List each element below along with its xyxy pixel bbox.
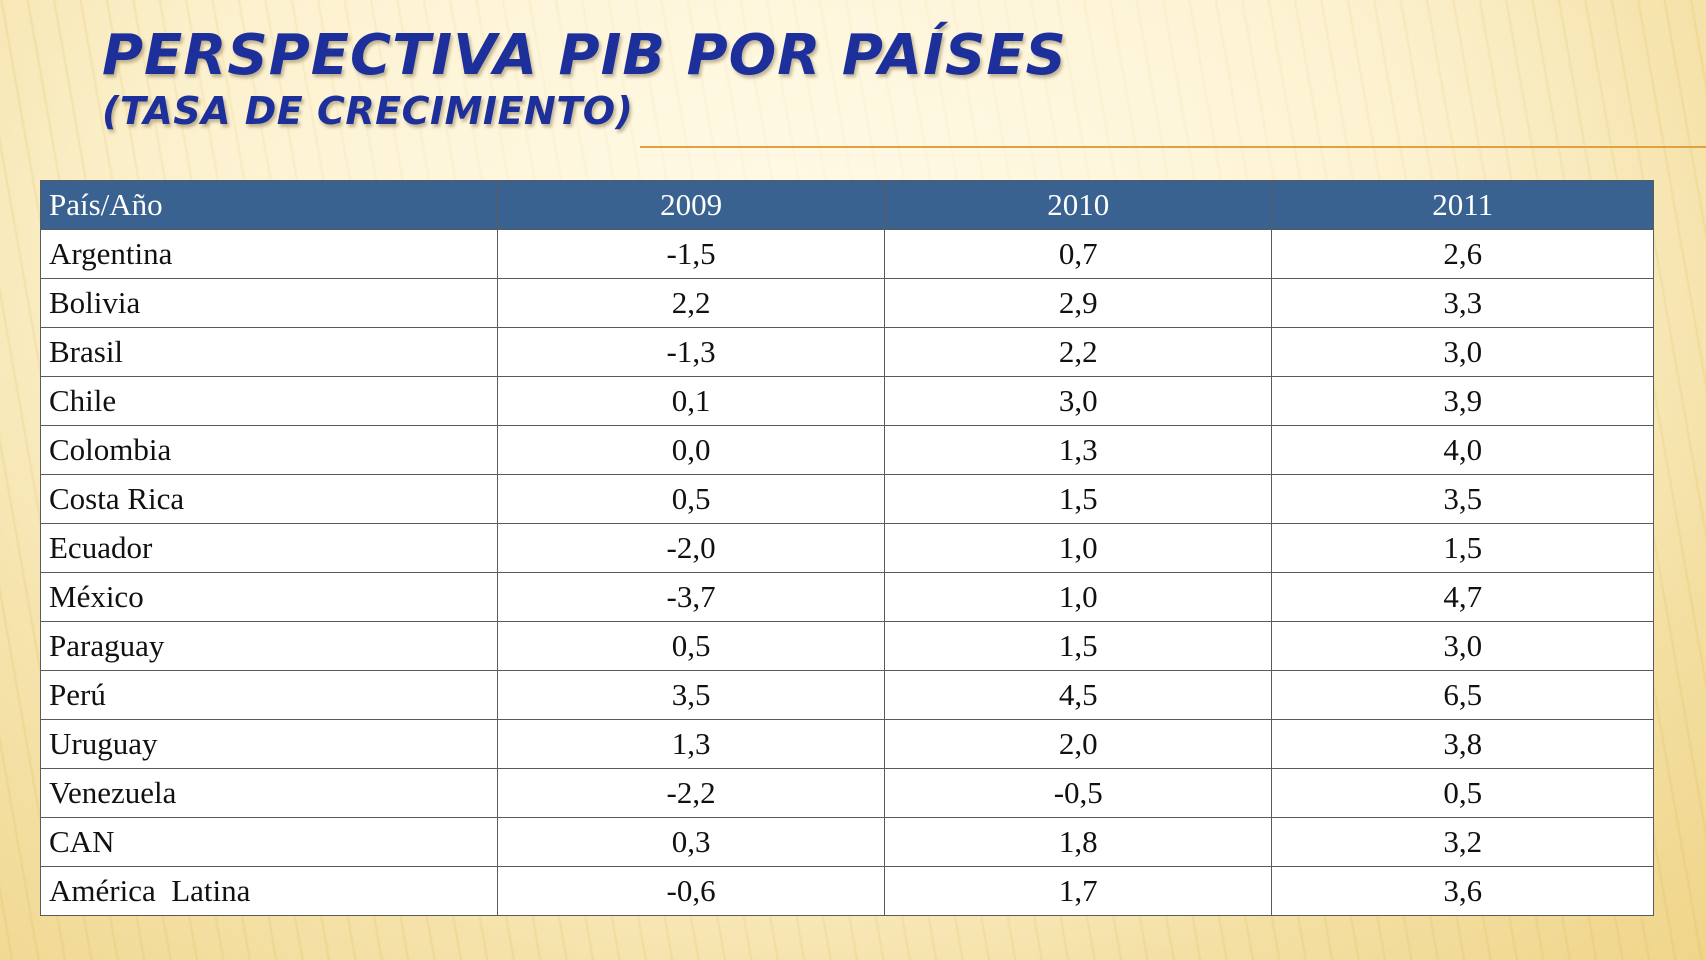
cell-2010: 1,0 bbox=[884, 523, 1273, 573]
cell-country: Bolivia bbox=[40, 278, 498, 328]
cell-2009: -0,6 bbox=[496, 866, 886, 916]
cell-2010: 4,5 bbox=[884, 670, 1273, 720]
cell-2010: 2,0 bbox=[884, 719, 1273, 769]
cell-2009: 2,2 bbox=[496, 278, 886, 328]
gdp-growth-table: País/Año 2009 2010 2011 Argentina -1,5 0… bbox=[40, 180, 1654, 916]
cell-country: Argentina bbox=[40, 229, 498, 279]
table-row: Brasil -1,3 2,2 3,0 bbox=[40, 327, 1654, 377]
cell-2009: 0,1 bbox=[496, 376, 886, 426]
cell-2009: 0,0 bbox=[496, 425, 886, 475]
table-row: Uruguay 1,3 2,0 3,8 bbox=[40, 719, 1654, 769]
cell-2011: 4,0 bbox=[1271, 425, 1654, 475]
cell-2010: 1,8 bbox=[884, 817, 1273, 867]
slide-title: Perspectiva PIB por países (Tasa de crec… bbox=[102, 23, 1067, 133]
cell-2011: 6,5 bbox=[1271, 670, 1654, 720]
cell-2011: 3,8 bbox=[1271, 719, 1654, 769]
cell-country: Perú bbox=[40, 670, 498, 720]
cell-2009: -1,3 bbox=[496, 327, 886, 377]
table-row: Perú 3,5 4,5 6,5 bbox=[40, 670, 1654, 720]
cell-2011: 4,7 bbox=[1271, 572, 1654, 622]
cell-2011: 3,6 bbox=[1271, 866, 1654, 916]
table-row: CAN 0,3 1,8 3,2 bbox=[40, 817, 1654, 867]
cell-2010: 1,3 bbox=[884, 425, 1273, 475]
slide-title-line1: Perspectiva PIB por países bbox=[102, 23, 1067, 88]
cell-2009: 1,3 bbox=[496, 719, 886, 769]
table-row: Ecuador -2,0 1,0 1,5 bbox=[40, 523, 1654, 573]
cell-2009: 0,5 bbox=[496, 621, 886, 671]
table-row: América Latina -0,6 1,7 3,6 bbox=[40, 866, 1654, 916]
header-2010: 2010 bbox=[884, 180, 1273, 230]
cell-2011: 3,5 bbox=[1271, 474, 1654, 524]
header-2009: 2009 bbox=[496, 180, 886, 230]
cell-2011: 0,5 bbox=[1271, 768, 1654, 818]
table-row: Venezuela -2,2 -0,5 0,5 bbox=[40, 768, 1654, 818]
header-2011: 2011 bbox=[1271, 180, 1654, 230]
cell-country: América Latina bbox=[40, 866, 498, 916]
cell-2010: 1,0 bbox=[884, 572, 1273, 622]
cell-2011: 3,9 bbox=[1271, 376, 1654, 426]
cell-2011: 2,6 bbox=[1271, 229, 1654, 279]
table-row: Bolivia 2,2 2,9 3,3 bbox=[40, 278, 1654, 328]
cell-country: México bbox=[40, 572, 498, 622]
title-divider bbox=[640, 146, 1706, 148]
cell-2011: 1,5 bbox=[1271, 523, 1654, 573]
cell-country: Venezuela bbox=[40, 768, 498, 818]
table-row: Argentina -1,5 0,7 2,6 bbox=[40, 229, 1654, 279]
table-header-row: País/Año 2009 2010 2011 bbox=[40, 180, 1654, 230]
table-row: Chile 0,1 3,0 3,9 bbox=[40, 376, 1654, 426]
cell-2010: -0,5 bbox=[884, 768, 1273, 818]
cell-2010: 1,5 bbox=[884, 621, 1273, 671]
cell-country: Ecuador bbox=[40, 523, 498, 573]
cell-2010: 1,7 bbox=[884, 866, 1273, 916]
cell-2010: 2,9 bbox=[884, 278, 1273, 328]
cell-2010: 1,5 bbox=[884, 474, 1273, 524]
cell-2009: -1,5 bbox=[496, 229, 886, 279]
cell-country: Brasil bbox=[40, 327, 498, 377]
cell-country: CAN bbox=[40, 817, 498, 867]
cell-country: Chile bbox=[40, 376, 498, 426]
slide-title-line2: (Tasa de crecimiento) bbox=[102, 89, 634, 133]
header-country-year: País/Año bbox=[40, 180, 498, 230]
cell-2009: -2,0 bbox=[496, 523, 886, 573]
cell-2011: 3,0 bbox=[1271, 327, 1654, 377]
cell-2011: 3,2 bbox=[1271, 817, 1654, 867]
table-row: Paraguay 0,5 1,5 3,0 bbox=[40, 621, 1654, 671]
cell-2009: -2,2 bbox=[496, 768, 886, 818]
cell-2010: 3,0 bbox=[884, 376, 1273, 426]
cell-2010: 0,7 bbox=[884, 229, 1273, 279]
cell-country: Costa Rica bbox=[40, 474, 498, 524]
cell-2009: 0,5 bbox=[496, 474, 886, 524]
cell-2011: 3,3 bbox=[1271, 278, 1654, 328]
cell-country: Paraguay bbox=[40, 621, 498, 671]
table-row: Colombia 0,0 1,3 4,0 bbox=[40, 425, 1654, 475]
cell-2011: 3,0 bbox=[1271, 621, 1654, 671]
cell-2009: 0,3 bbox=[496, 817, 886, 867]
cell-2010: 2,2 bbox=[884, 327, 1273, 377]
cell-2009: -3,7 bbox=[496, 572, 886, 622]
table-row: México -3,7 1,0 4,7 bbox=[40, 572, 1654, 622]
cell-country: Colombia bbox=[40, 425, 498, 475]
cell-country: Uruguay bbox=[40, 719, 498, 769]
cell-2009: 3,5 bbox=[496, 670, 886, 720]
table-row: Costa Rica 0,5 1,5 3,5 bbox=[40, 474, 1654, 524]
